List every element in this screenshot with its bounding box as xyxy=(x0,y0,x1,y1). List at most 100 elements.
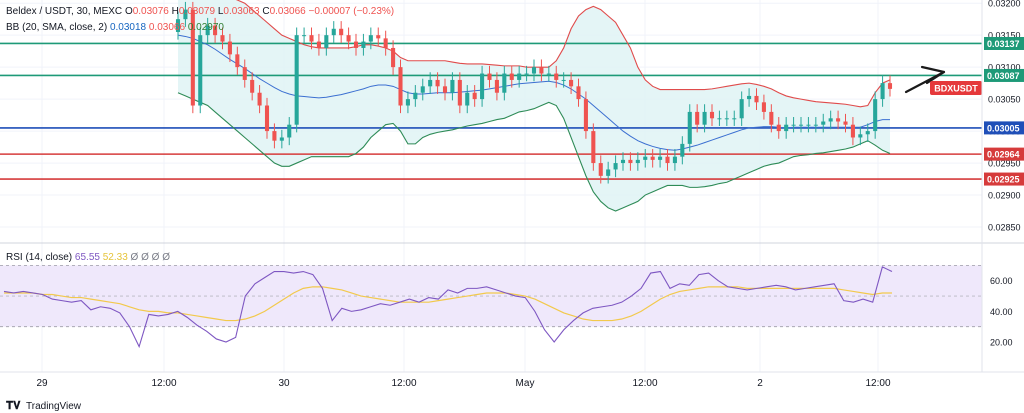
candle-body[interactable] xyxy=(761,102,766,112)
candle-body[interactable] xyxy=(294,35,299,125)
candle-body[interactable] xyxy=(346,35,351,42)
candle-body[interactable] xyxy=(339,28,344,36)
candle-body[interactable] xyxy=(650,156,655,160)
candle-body[interactable] xyxy=(791,124,796,126)
candle-body[interactable] xyxy=(517,73,522,80)
candle-body[interactable] xyxy=(428,79,433,87)
candle-body[interactable] xyxy=(747,95,752,100)
candle-body[interactable] xyxy=(190,9,195,106)
candle-body[interactable] xyxy=(680,143,685,157)
time-axis[interactable]: 29 12:00 30 12:00 May 12:00 2 12:00 xyxy=(36,378,891,389)
candle-body[interactable] xyxy=(480,73,485,100)
candle-body[interactable] xyxy=(591,131,596,164)
candle-body[interactable] xyxy=(279,137,284,141)
candle-body[interactable] xyxy=(213,25,218,36)
candle-body[interactable] xyxy=(887,83,893,89)
candle-body[interactable] xyxy=(813,124,818,126)
candle-body[interactable] xyxy=(798,124,804,126)
candle-body[interactable] xyxy=(502,73,507,93)
candle-body[interactable] xyxy=(198,35,203,106)
candle-body[interactable] xyxy=(450,79,455,93)
candle-body[interactable] xyxy=(235,54,240,68)
candle-body[interactable] xyxy=(628,159,633,164)
candle-body[interactable] xyxy=(873,99,878,132)
rsi-axis[interactable]: 60.00 40.00 20.00 xyxy=(990,276,1013,347)
candle-body[interactable] xyxy=(569,79,574,87)
candle-body[interactable] xyxy=(865,131,870,135)
arrow-annotation[interactable] xyxy=(904,65,946,94)
symbol-ohlc-legend[interactable]: Beldex / USDT, 30, MEXC O0.03076 H0.0307… xyxy=(6,6,394,17)
candle-body[interactable] xyxy=(205,25,210,36)
candle-body[interactable] xyxy=(175,19,181,32)
candle-body[interactable] xyxy=(531,67,537,74)
candle-body[interactable] xyxy=(457,79,462,106)
candle-body[interactable] xyxy=(546,73,551,75)
candle-body[interactable] xyxy=(524,73,529,75)
candle-body[interactable] xyxy=(413,92,418,100)
candle-body[interactable] xyxy=(821,121,826,125)
candle-body[interactable] xyxy=(672,156,677,164)
candle-body[interactable] xyxy=(250,79,255,93)
candle-body[interactable] xyxy=(435,79,440,87)
candle-body[interactable] xyxy=(702,111,707,125)
candle-body[interactable] xyxy=(420,86,425,93)
candle-body[interactable] xyxy=(309,35,314,42)
candle-body[interactable] xyxy=(643,156,648,160)
candle-body[interactable] xyxy=(264,105,270,132)
candle-body[interactable] xyxy=(843,121,848,125)
candle-body[interactable] xyxy=(739,99,744,119)
horizontal-levels[interactable] xyxy=(0,42,982,180)
candle-body[interactable] xyxy=(183,9,188,20)
candle-body[interactable] xyxy=(880,83,885,100)
candle-body[interactable] xyxy=(316,41,321,48)
candle-body[interactable] xyxy=(583,99,588,132)
candle-body[interactable] xyxy=(828,118,833,122)
candle-body[interactable] xyxy=(509,73,514,80)
candle-body[interactable] xyxy=(376,35,381,39)
candle-body[interactable] xyxy=(776,124,781,132)
candle-body[interactable] xyxy=(606,169,611,176)
candle-body[interactable] xyxy=(383,38,388,48)
candle-body[interactable] xyxy=(272,131,277,141)
candle-body[interactable] xyxy=(539,67,544,74)
candle-body[interactable] xyxy=(398,67,403,106)
candle-body[interactable] xyxy=(724,118,729,120)
rsi-legend[interactable]: RSI (14, close) 65.55 52.33 Ø Ø Ø Ø xyxy=(6,252,170,263)
candle-body[interactable] xyxy=(850,124,855,138)
candle-body[interactable] xyxy=(554,73,559,80)
candle-body[interactable] xyxy=(754,95,759,103)
candle-body[interactable] xyxy=(709,111,715,119)
candle-body[interactable] xyxy=(658,156,663,160)
candle-body[interactable] xyxy=(472,92,477,100)
candle-body[interactable] xyxy=(368,35,373,42)
candle-body[interactable] xyxy=(324,35,329,48)
candle-body[interactable] xyxy=(353,41,359,48)
bollinger-legend[interactable]: BB (20, SMA, close, 2) 0.03018 0.03066 0… xyxy=(6,22,224,33)
candle-body[interactable] xyxy=(613,163,618,170)
candle-body[interactable] xyxy=(391,47,396,68)
candle-body[interactable] xyxy=(220,35,225,42)
candle-body[interactable] xyxy=(769,111,774,125)
candle-body[interactable] xyxy=(302,35,307,37)
candle-body[interactable] xyxy=(331,28,336,36)
candle-body[interactable] xyxy=(227,41,232,55)
candle-body[interactable] xyxy=(487,73,492,80)
candle-body[interactable] xyxy=(242,67,247,80)
candle-body[interactable] xyxy=(494,79,499,93)
candle-body[interactable] xyxy=(858,134,863,138)
candle-body[interactable] xyxy=(635,159,640,164)
candle-body[interactable] xyxy=(598,163,603,176)
candle-body[interactable] xyxy=(836,118,841,122)
candle-body[interactable] xyxy=(717,118,722,120)
candle-body[interactable] xyxy=(257,92,262,106)
candle-body[interactable] xyxy=(465,92,470,106)
candle-body[interactable] xyxy=(687,111,692,144)
candle-body[interactable] xyxy=(361,41,366,48)
candle-body[interactable] xyxy=(576,86,581,100)
candle-body[interactable] xyxy=(806,124,811,126)
candle-body[interactable] xyxy=(405,99,410,106)
candle-body[interactable] xyxy=(442,86,448,93)
candle-body[interactable] xyxy=(620,159,626,164)
candle-body[interactable] xyxy=(287,124,292,138)
